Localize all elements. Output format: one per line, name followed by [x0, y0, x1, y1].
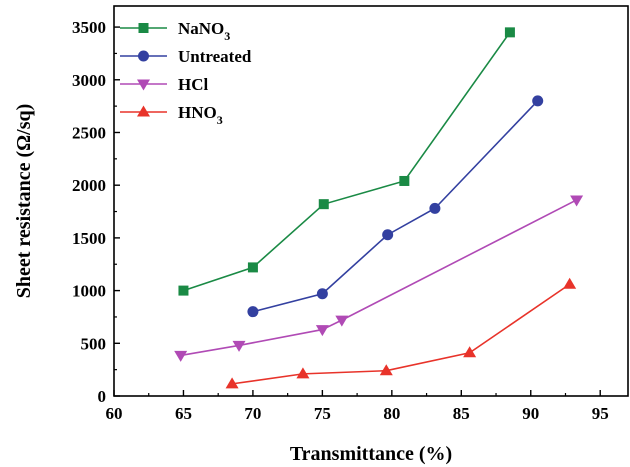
data-point: [316, 288, 328, 300]
legend-label: NaNO3: [178, 19, 230, 43]
y-tick-label: 500: [81, 334, 107, 353]
data-point: [318, 199, 329, 210]
data-point: [174, 350, 188, 362]
data-point: [247, 306, 259, 318]
data-point: [504, 27, 515, 38]
series-hno3: [225, 277, 577, 389]
data-point: [232, 340, 246, 352]
x-tick-label: 80: [383, 404, 400, 423]
y-tick-label: 2500: [72, 123, 106, 142]
x-axis-title: Transmittance (%): [290, 443, 452, 465]
plot-frame: [113, 5, 629, 397]
x-axis: 60 65 70 75 80 85 90 95: [106, 390, 609, 423]
y-tick-label: 0: [98, 387, 107, 406]
y-axis-title: Sheet resistance (Ω/sq): [13, 104, 35, 299]
data-point: [429, 202, 441, 214]
legend-item: HNO3: [120, 103, 223, 127]
x-tick-label: 95: [592, 404, 609, 423]
series-nano3: [178, 27, 515, 296]
y-tick-label: 1000: [72, 282, 106, 301]
x-tick-label: 70: [244, 404, 261, 423]
x-tick-label: 65: [175, 404, 192, 423]
plot-border: [113, 5, 629, 397]
legend-label: Untreated: [178, 47, 252, 66]
x-tick-label: 60: [106, 404, 123, 423]
legend-item: Untreated: [120, 47, 252, 66]
x-tick-label: 85: [453, 404, 470, 423]
data-point: [178, 285, 189, 296]
legend-item: NaNO3: [120, 19, 230, 43]
legend: NaNO3 Untreated HCl HNO3: [120, 19, 252, 127]
data-point: [563, 277, 577, 289]
legend-label: HCl: [178, 75, 209, 94]
series-line: [252, 100, 539, 313]
data-point: [225, 377, 239, 389]
data-point: [335, 315, 349, 327]
data-point: [570, 195, 584, 207]
y-tick-label: 3000: [72, 71, 106, 90]
series-layer: [174, 27, 584, 389]
series-untreated: [247, 95, 544, 318]
x-tick-label: 90: [522, 404, 539, 423]
series-line: [183, 31, 511, 292]
legend-marker: [137, 79, 150, 91]
legend-label: HNO3: [178, 103, 223, 127]
x-tick-label: 75: [314, 404, 331, 423]
data-point: [296, 367, 310, 379]
y-tick-label: 1500: [72, 229, 106, 248]
data-point: [382, 229, 394, 241]
data-point: [247, 262, 258, 273]
y-tick-label: 3500: [72, 18, 106, 37]
data-point: [379, 364, 393, 376]
series-line: [180, 199, 577, 357]
data-point: [463, 346, 477, 358]
legend-marker: [138, 50, 149, 62]
series-hcl: [174, 195, 584, 362]
y-tick-label: 2000: [72, 176, 106, 195]
data-point: [399, 175, 410, 186]
series-line: [231, 283, 571, 385]
legend-marker: [137, 105, 150, 117]
legend-marker: [138, 23, 149, 33]
legend-item: HCl: [120, 75, 209, 94]
y-axis: 0 500 1000 1500 2000 2500 3000 3500: [72, 18, 120, 406]
data-point: [532, 95, 544, 107]
data-point: [315, 325, 329, 337]
